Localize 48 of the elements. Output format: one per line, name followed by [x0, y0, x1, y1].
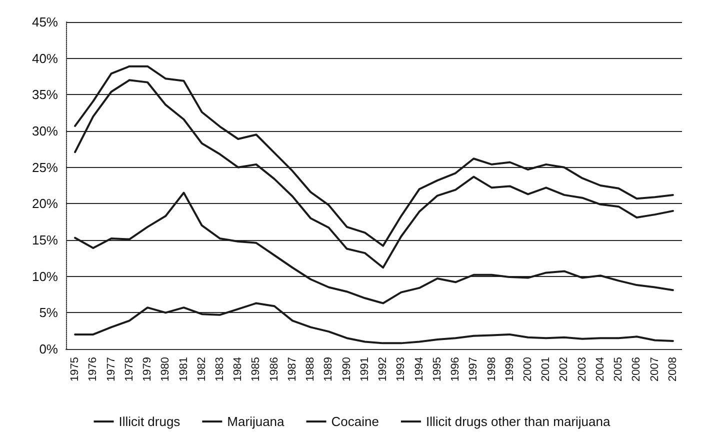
x-tick-label: 2000	[522, 357, 534, 382]
x-tick-label: 1979	[142, 357, 154, 382]
x-tick-label: 1993	[395, 357, 408, 382]
x-tick-label: 1985	[250, 357, 262, 382]
x-tick-label: 1999	[504, 357, 516, 382]
x-tick-label: 2002	[558, 357, 570, 382]
y-tick-label: 40%	[32, 50, 58, 66]
x-tick-label: 1988	[304, 357, 317, 382]
x-tick-label: 2007	[648, 357, 661, 382]
x-tick-label: 1977	[105, 357, 118, 382]
x-tick-label: 1981	[178, 357, 190, 382]
y-tick-label: 10%	[32, 268, 58, 284]
x-tick-label: 1986	[268, 357, 280, 382]
x-tick-label: 2005	[612, 357, 625, 382]
x-tick-label: 1991	[358, 357, 371, 382]
x-tick-label: 1978	[123, 357, 136, 382]
x-tick-label: 1984	[232, 357, 244, 382]
y-tick-label: 35%	[32, 87, 58, 102]
x-tick-label: 2004	[594, 357, 606, 382]
y-tick-label: 45%	[32, 14, 58, 30]
x-tick-label: 2001	[540, 357, 552, 382]
x-tick-label: 1995	[431, 357, 444, 382]
x-tick-label: 1980	[160, 357, 172, 382]
y-tick-label: 15%	[32, 232, 58, 248]
x-tick-label: 1997	[468, 357, 480, 382]
x-tick-label: 2008	[666, 357, 679, 382]
legend-label: Illicit drugs	[118, 414, 181, 429]
y-tick-label: 0%	[39, 342, 58, 356]
x-tick-label: 1975	[69, 357, 82, 382]
legend-label: Marijuana	[227, 414, 286, 429]
x-tick-label: 2003	[576, 357, 588, 382]
x-tick-label: 1982	[196, 357, 208, 382]
x-tick-label: 1996	[450, 357, 462, 382]
x-tick-label: 1983	[214, 357, 226, 382]
x-tick-label: 1976	[87, 357, 100, 382]
x-tick-label: 1994	[413, 357, 426, 382]
x-tick-label: 2006	[630, 357, 643, 382]
x-tick-label: 1989	[322, 357, 335, 382]
x-tick-label: 1987	[286, 357, 298, 382]
legend-label: Cocaine	[331, 414, 379, 429]
y-tick-label: 5%	[39, 305, 58, 320]
y-tick-label: 20%	[32, 196, 58, 212]
legend-label: Illicit drugs other than marijuana	[426, 414, 611, 429]
y-tick-label: 30%	[32, 124, 58, 138]
x-tick-label: 1998	[486, 357, 498, 382]
x-tick-label: 1990	[340, 357, 353, 382]
y-tick-label: 25%	[32, 160, 58, 175]
x-tick-label: 1992	[377, 357, 390, 382]
